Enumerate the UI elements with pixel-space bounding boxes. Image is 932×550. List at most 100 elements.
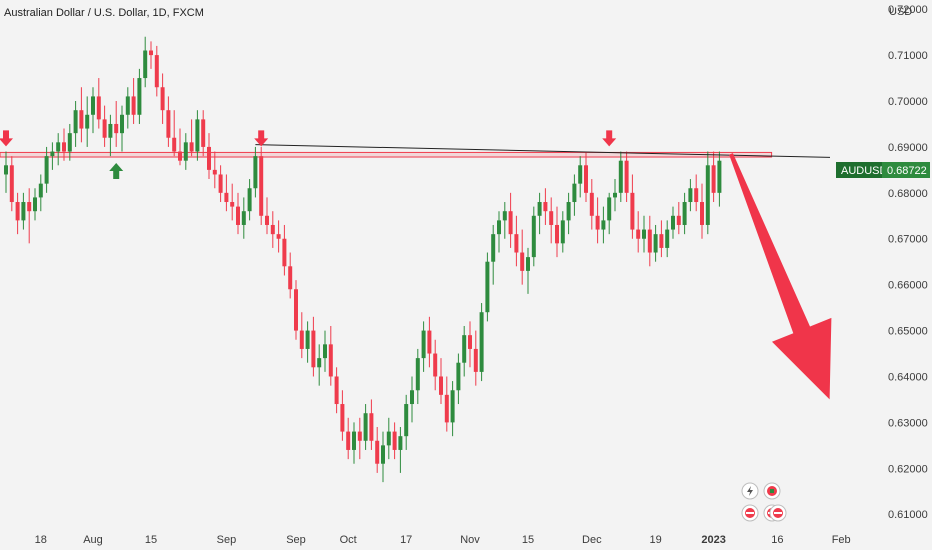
x-tick-label: Dec (582, 534, 602, 546)
candle-body (311, 330, 316, 368)
currency-label: USD (889, 6, 912, 18)
candle-body (671, 215, 675, 230)
lightning-icon[interactable] (741, 482, 759, 500)
candle-body (357, 431, 362, 441)
candle-body (630, 192, 635, 230)
down-arrow-marker (254, 130, 269, 147)
candle-body (183, 142, 188, 161)
candle-body (560, 220, 565, 244)
candle-body (172, 137, 177, 152)
candle-body (555, 224, 559, 244)
y-tick-label: 0.71000 (888, 50, 928, 62)
candle-body (299, 330, 304, 349)
candle-body (154, 55, 159, 88)
candle-body (270, 224, 275, 235)
x-tick-label: Feb (832, 534, 851, 546)
candle-body (195, 119, 200, 152)
y-tick-label: 0.67000 (888, 234, 928, 246)
candle-body (485, 261, 490, 313)
candle-body (207, 146, 211, 170)
candle-body (433, 353, 438, 377)
candle-body (218, 174, 223, 193)
candle-body (479, 312, 484, 372)
candle-body (166, 110, 171, 138)
us-flag-icon[interactable] (741, 504, 759, 522)
candle-body (595, 215, 600, 230)
candle-body (462, 335, 467, 363)
y-tick-label: 0.65000 (888, 326, 928, 338)
candle-body (44, 156, 49, 184)
candle-body (294, 289, 298, 331)
symbol-title: Australian Dollar / U.S. Dollar, 1D, FXC… (4, 7, 204, 19)
candle-body (212, 169, 217, 175)
candle-body (33, 197, 37, 212)
candle-body (444, 394, 449, 423)
price-badge-symbol: AUDUSD (841, 165, 888, 177)
up-arrow-marker (109, 163, 124, 180)
candle-body (404, 404, 409, 437)
y-tick-label: 0.61000 (888, 509, 928, 521)
candle-body (636, 229, 641, 239)
candle-body (468, 335, 472, 349)
candle-body (4, 165, 8, 175)
candle-body (120, 114, 124, 134)
candle-body (236, 206, 240, 225)
x-tick-label: Sep (217, 534, 237, 546)
candle-body (241, 211, 246, 225)
candle-body (108, 123, 113, 138)
candle-body (543, 202, 548, 212)
candle-body (305, 330, 310, 349)
resistance-zone (0, 151, 773, 158)
candle-body (497, 220, 501, 235)
candle-body (415, 358, 420, 391)
candle-body (711, 165, 716, 193)
candle-body (526, 257, 530, 271)
x-tick-label: 19 (649, 534, 661, 546)
candle-body (676, 215, 681, 225)
price-badge-value: 0.68722 (887, 165, 927, 177)
candle-body (421, 330, 426, 359)
y-tick-label: 0.63000 (888, 417, 928, 429)
candle-body (137, 78, 142, 115)
candle-body (584, 165, 588, 193)
flag-stripe (774, 512, 782, 514)
candle-body (392, 431, 397, 450)
forecast-arrow (729, 153, 832, 400)
x-tick-label: 15 (522, 534, 534, 546)
candle-body (386, 431, 391, 446)
candle-body (27, 202, 32, 212)
candle-body (56, 142, 61, 152)
candle-body (230, 202, 235, 207)
candle-body (276, 234, 281, 239)
candle-body (665, 229, 670, 248)
x-tick-label: 15 (145, 534, 157, 546)
candle-body (21, 202, 26, 221)
trend-line[interactable] (255, 144, 831, 158)
price-badge: AUDUSD 0.68722 (836, 162, 930, 178)
candle-body (618, 160, 623, 193)
x-tick-label: 2023 (701, 534, 725, 546)
candle-body (456, 362, 461, 391)
candle-body (589, 192, 594, 216)
candle-body (328, 344, 333, 377)
candle-body (688, 188, 693, 203)
candle-body (642, 229, 646, 239)
candle-body (427, 330, 432, 354)
candle-body (323, 344, 327, 359)
candle-body (125, 96, 130, 115)
candle-body (491, 234, 496, 262)
candle-body (578, 165, 583, 184)
candle-body (9, 165, 14, 203)
candle-body (334, 376, 339, 405)
x-tick-label: 17 (400, 534, 412, 546)
candle-body (520, 252, 525, 271)
candle-body (259, 156, 264, 216)
us-flag-icon[interactable] (769, 504, 787, 522)
candle-body (178, 151, 182, 161)
candle-body (340, 404, 345, 432)
candle-body (143, 50, 148, 79)
earnings-icon[interactable] (763, 482, 781, 500)
candle-body (224, 192, 229, 203)
